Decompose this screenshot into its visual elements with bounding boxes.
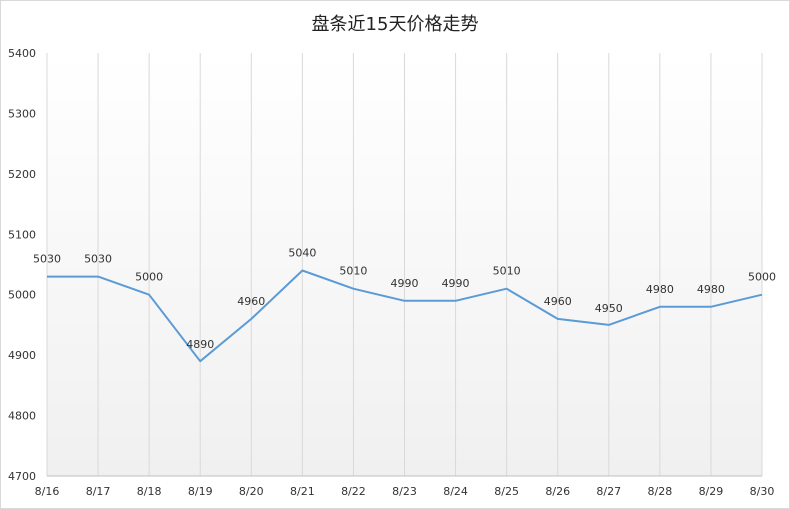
y-tick-label: 4900 bbox=[8, 349, 36, 362]
data-label: 4960 bbox=[544, 295, 572, 308]
x-tick-label: 8/19 bbox=[188, 485, 213, 498]
data-label: 5030 bbox=[33, 253, 61, 266]
y-tick-label: 4800 bbox=[8, 410, 36, 423]
data-label: 4980 bbox=[697, 283, 725, 296]
y-tick-label: 4700 bbox=[8, 470, 36, 483]
axes: 4700 4800 4900 5000 5100 5200 5300 5400 8/16 8/17… bbox=[8, 47, 774, 498]
x-tick-label: 8/16 bbox=[35, 485, 60, 498]
x-tick-label: 8/22 bbox=[341, 485, 366, 498]
x-tick-label: 8/28 bbox=[648, 485, 673, 498]
y-tick-label: 5200 bbox=[8, 168, 36, 181]
chart-title: 盘条近15天价格走势 bbox=[312, 14, 479, 35]
series-layer bbox=[47, 269, 763, 363]
x-tick-label: 8/26 bbox=[545, 485, 570, 498]
x-tick-label: 8/20 bbox=[239, 485, 264, 498]
data-label: 4990 bbox=[391, 277, 419, 290]
data-label: 4990 bbox=[442, 277, 470, 290]
y-tick-label: 5300 bbox=[8, 107, 36, 120]
x-tick-label: 8/29 bbox=[699, 485, 724, 498]
data-label: 5000 bbox=[748, 271, 776, 284]
y-tick-label: 5000 bbox=[8, 289, 36, 302]
x-tick-label: 8/18 bbox=[137, 485, 162, 498]
data-label: 5040 bbox=[288, 247, 316, 260]
x-tick-label: 8/24 bbox=[443, 485, 468, 498]
data-label: 4980 bbox=[646, 283, 674, 296]
x-tick-label: 8/23 bbox=[392, 485, 417, 498]
data-label: 4890 bbox=[186, 338, 214, 351]
data-label: 5030 bbox=[84, 253, 112, 266]
data-label: 5010 bbox=[339, 265, 367, 278]
data-label: 5010 bbox=[493, 265, 521, 278]
x-tick-label: 8/30 bbox=[750, 485, 775, 498]
data-label: 4950 bbox=[595, 302, 623, 315]
x-tick-label: 8/27 bbox=[596, 485, 621, 498]
data-label: 5000 bbox=[135, 271, 163, 284]
y-tick-label: 5100 bbox=[8, 228, 36, 241]
x-tick-label: 8/21 bbox=[290, 485, 315, 498]
data-labels: 5030 5030 5000 4890 4960 5040 5010 4990 4990 5010… bbox=[33, 247, 776, 352]
x-tick-label: 8/17 bbox=[86, 485, 111, 498]
series-line bbox=[47, 269, 763, 363]
gridlines bbox=[46, 53, 763, 476]
data-label: 4960 bbox=[237, 295, 265, 308]
y-tick-label: 5400 bbox=[8, 47, 36, 60]
x-tick-label: 8/25 bbox=[494, 485, 519, 498]
